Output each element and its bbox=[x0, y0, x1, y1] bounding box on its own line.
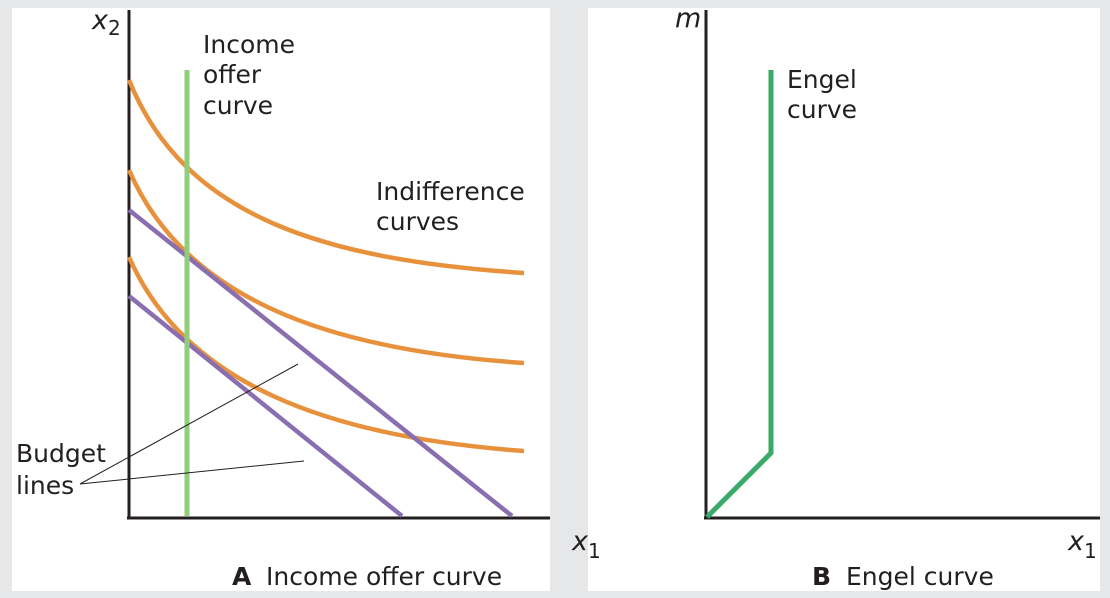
indifference-curve-3 bbox=[126, 256, 525, 454]
panel-b-background bbox=[588, 8, 1100, 591]
indifference-label-line-2: curves bbox=[376, 207, 459, 236]
panel-a-y-axis-subscript: 2 bbox=[108, 16, 121, 40]
budget-label-line-1: Budget bbox=[16, 439, 106, 468]
panel-b-caption-text: Engel curve bbox=[846, 562, 994, 591]
panel-b-x-axis-label: x bbox=[1067, 526, 1085, 557]
panel-b-caption-letter: B bbox=[812, 562, 831, 591]
panel-a-y-axis-label: x bbox=[91, 5, 109, 36]
income-offer-label-line-2: offer bbox=[203, 60, 262, 89]
income-offer-label-line-3: curve bbox=[203, 91, 273, 120]
engel-label-line-2: curve bbox=[787, 95, 857, 124]
indifference-curve-1 bbox=[126, 79, 525, 276]
panel-a-background bbox=[12, 8, 550, 591]
budget-leader-1 bbox=[79, 363, 299, 485]
budget-label-line-2: lines bbox=[16, 471, 74, 500]
budget-line-1 bbox=[127, 208, 514, 518]
panel-a: x 2 x 1 Income offer curve Indifference … bbox=[16, 5, 601, 591]
panel-b-x-axis-subscript: 1 bbox=[1084, 539, 1097, 563]
panel-a-x-axis-label: x bbox=[571, 526, 589, 557]
panel-b: m x 1 Engel curve B Engel curve bbox=[675, 3, 1100, 591]
engel-label-line-1: Engel bbox=[787, 65, 857, 94]
budget-line-2 bbox=[127, 294, 404, 518]
panel-b-y-axis-label: m bbox=[675, 3, 701, 34]
panel-a-caption-letter: A bbox=[232, 562, 252, 591]
indifference-label-line-1: Indifference bbox=[376, 177, 525, 206]
indifference-curve-2 bbox=[126, 169, 525, 366]
income-offer-label-line-1: Income bbox=[203, 30, 295, 59]
panel-a-caption-text: Income offer curve bbox=[266, 562, 502, 591]
engel-curve bbox=[705, 70, 774, 519]
budget-leader-2 bbox=[79, 460, 305, 485]
panel-a-x-axis-subscript: 1 bbox=[588, 539, 601, 563]
